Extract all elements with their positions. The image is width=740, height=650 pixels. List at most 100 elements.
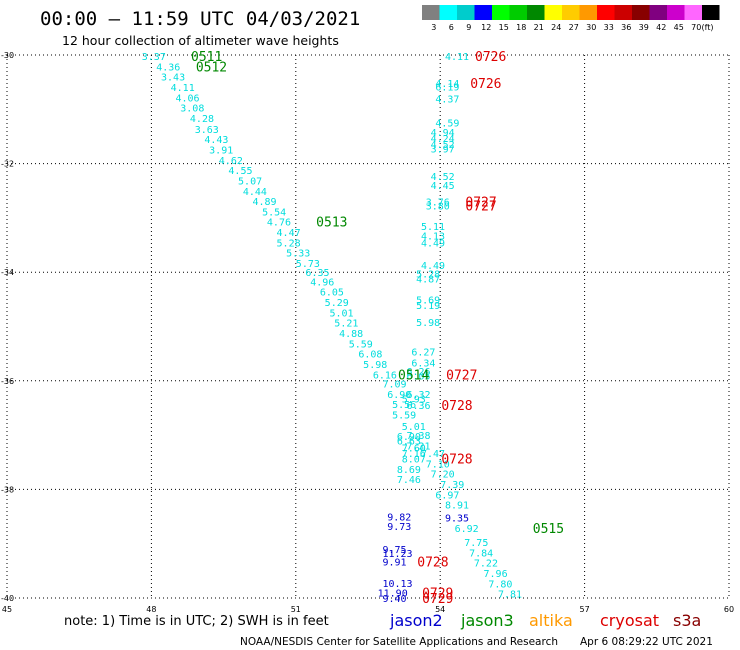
swh-value: 4.11 (171, 83, 195, 94)
chart-subtitle: 12 hour collection of altimeter wave hei… (62, 33, 339, 48)
legend-label: 42 (656, 23, 666, 32)
swh-value: 3.63 (195, 125, 219, 136)
legend-label: 27 (569, 23, 579, 32)
swh-value: 5.59 (392, 410, 416, 421)
legend-swatch (509, 5, 527, 20)
swh-value: 3.76 (426, 198, 450, 209)
legend-swatch (667, 5, 685, 20)
swh-value: 5.59 (349, 339, 373, 350)
swh-value: 9.91 (382, 558, 406, 569)
swh-value: 4.14 (435, 79, 459, 90)
swh-value: 5.19 (416, 301, 440, 312)
legend-swatch (457, 5, 475, 20)
legend-swatch (684, 5, 702, 20)
y-tick-label: -32 (1, 160, 14, 169)
swh-value: 5.07 (238, 176, 262, 187)
swh-value: 7.39 (440, 480, 464, 491)
swh-value: 9.75 (382, 545, 406, 556)
swh-value: 6.63 (397, 437, 421, 448)
swh-value: 4.37 (435, 94, 459, 105)
swh-value: 7.47 (421, 449, 445, 460)
x-tick-label: 60 (724, 605, 734, 614)
swh-value: 7.96 (484, 569, 508, 580)
mission-s3a: s3a (673, 611, 701, 630)
swh-value: 4.52 (431, 172, 455, 183)
y-tick-label: -40 (1, 594, 14, 603)
legend-swatch (544, 5, 562, 20)
pass-id-label: 0515 (533, 522, 564, 537)
legend-label: 12 (481, 23, 491, 32)
swh-value: 4.49 (421, 238, 445, 249)
legend-swatch (702, 5, 720, 20)
legend-swatch (579, 5, 597, 20)
swh-value: 3.43 (161, 73, 185, 84)
legend-label: 21 (534, 23, 544, 32)
generated-timestamp: Apr 6 08:29:22 UTC 2021 (580, 636, 713, 648)
swh-value: 5.01 (329, 308, 353, 319)
legend-swatch (649, 5, 667, 20)
pass-id-label: 0512 (196, 60, 227, 75)
axis-tick-labels: -30 -32 -34 -36 -38 -40 45 48 51 54 57 60 (1, 51, 734, 614)
swh-value: 6.16 (373, 370, 397, 381)
swh-value: 4.28 (190, 114, 214, 125)
swh-value: 4.06 (175, 93, 199, 104)
legend-swatch (474, 5, 492, 20)
swh-value: 7.22 (474, 559, 498, 570)
pass-id-label: 0729 (422, 592, 453, 607)
x-tick-label: 54 (435, 605, 445, 614)
swh-value: 11.23 (382, 549, 412, 560)
pass-id-label: 0727 (465, 196, 496, 211)
swh-value: 4.94 (431, 128, 455, 139)
swh-value: 9.73 (387, 522, 411, 533)
swh-value: 6.92 (455, 524, 479, 535)
swh-value: 4.47 (277, 228, 301, 239)
mission-jason2: jason2 (389, 611, 443, 630)
swh-value: 4.55 (228, 166, 252, 177)
y-tick-label: -36 (1, 377, 14, 386)
swh-value: 3.37 (142, 52, 166, 63)
y-tick-label: -30 (1, 51, 14, 60)
legend-label: 3 (431, 23, 436, 32)
swh-value: 4.96 (310, 277, 334, 288)
swh-value: 8.91 (445, 501, 469, 512)
legend-label: 45 (674, 23, 684, 32)
mission-legend: jason2 jason3 altika cryosat s3a (389, 611, 701, 630)
swh-value: 4.44 (243, 187, 267, 198)
swh-value: 4.24 (431, 134, 455, 145)
swh-value: 6.97 (435, 490, 459, 501)
swh-value: 6.26 (407, 367, 431, 378)
swh-value: 7.81 (498, 590, 522, 601)
swh-value: 4.13 (421, 231, 445, 242)
swh-value: 7.20 (431, 470, 455, 481)
y-tick-label: -34 (1, 268, 14, 277)
x-tick-label: 45 (2, 605, 12, 614)
grid-lines (6, 54, 730, 599)
legend-swatch (614, 5, 632, 20)
legend-label: 6 (449, 23, 454, 32)
pass-id-labels: 0511051205130514051507260726072707270727… (191, 50, 564, 607)
legend-label: 24 (551, 23, 561, 32)
swh-value: 5.73 (296, 259, 320, 270)
swh-value: 7.84 (469, 548, 493, 559)
swh-value: 6.90 (387, 390, 411, 401)
swh-value-labels: 3.374.363.434.114.063.084.283.634.433.91… (142, 52, 522, 605)
swh-value: 5.69 (416, 295, 440, 306)
swh-value: 6.36 (407, 401, 431, 412)
legend-label: 70 (691, 23, 701, 32)
legend-unit: (ft) (702, 23, 714, 32)
swh-value: 6.27 (411, 347, 435, 358)
x-tick-label: 48 (146, 605, 156, 614)
pass-id-label: 0728 (441, 452, 472, 467)
swh-value: 4.36 (156, 62, 180, 73)
swh-value: 7.46 (397, 475, 421, 486)
swh-value: 4.62 (219, 156, 243, 167)
swh-value: 5.28 (277, 238, 301, 249)
pass-id-label: 0727 (446, 368, 477, 383)
swh-value: 9.40 (382, 594, 406, 605)
swh-value: 3.08 (180, 104, 204, 115)
legend-label: 15 (499, 23, 509, 32)
swh-value: 6.35 (305, 268, 329, 279)
legend-label: 39 (639, 23, 649, 32)
swh-value: 5.01 (402, 422, 426, 433)
swh-value: 3.97 (431, 144, 455, 155)
